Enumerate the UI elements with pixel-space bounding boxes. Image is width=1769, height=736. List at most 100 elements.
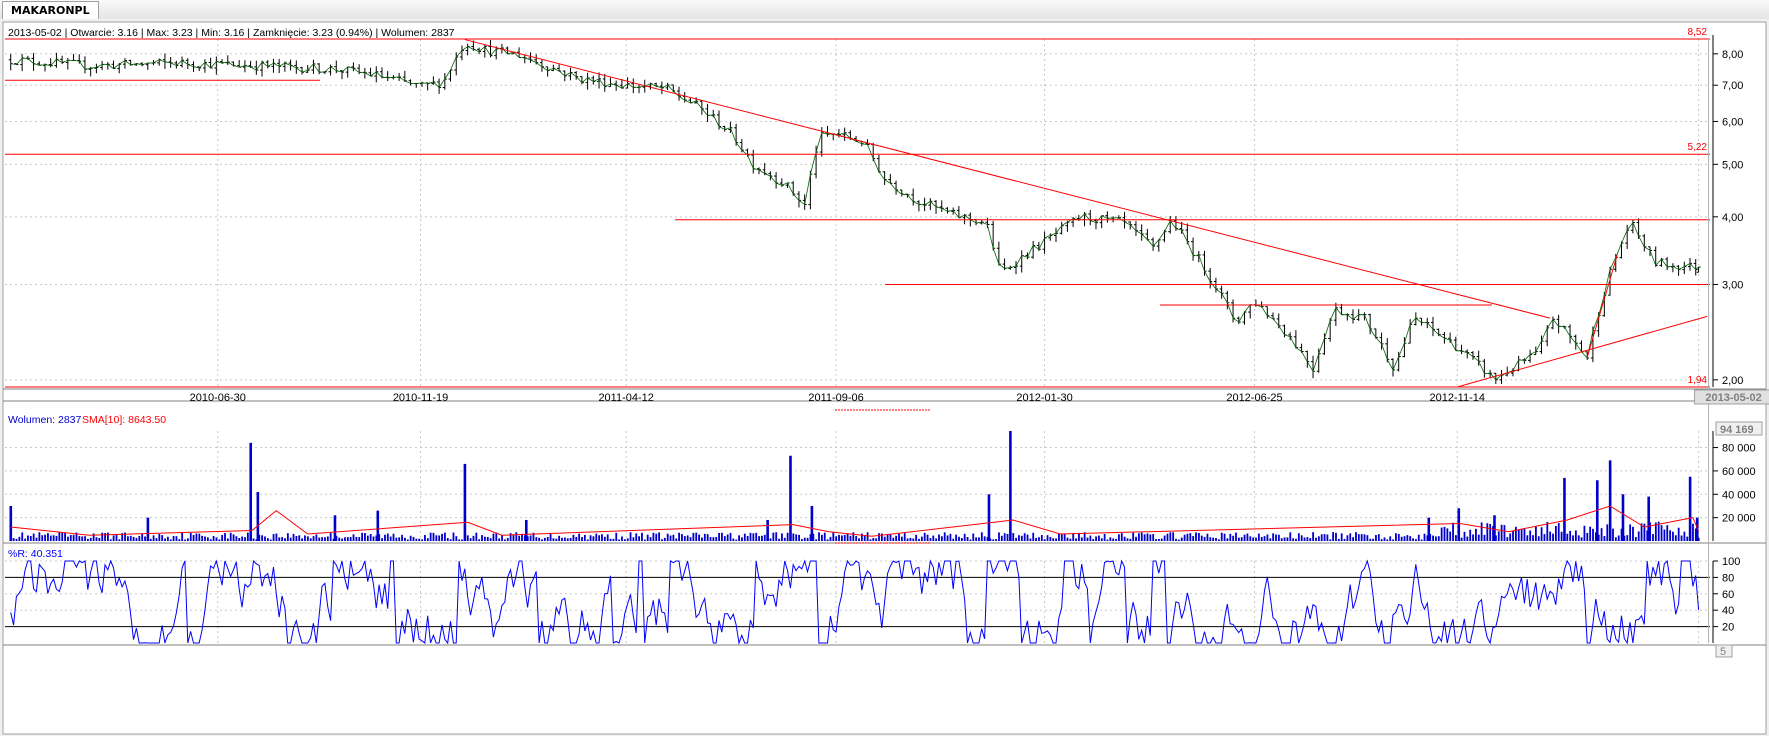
volume-bar[interactable] — [1486, 523, 1489, 541]
volume-bar[interactable] — [424, 535, 426, 541]
volume-bar[interactable] — [1449, 531, 1452, 541]
volume-bar[interactable] — [966, 537, 969, 541]
volume-bar[interactable] — [1566, 533, 1569, 541]
volume-bar[interactable] — [969, 539, 972, 541]
volume-bar[interactable] — [1029, 538, 1032, 541]
volume-bar[interactable] — [298, 535, 301, 541]
volume-bar[interactable] — [1146, 533, 1149, 541]
volume-bar[interactable] — [492, 533, 495, 541]
volume-bar[interactable] — [1166, 533, 1169, 541]
volume-bar[interactable] — [449, 539, 452, 541]
volume-bar[interactable] — [1352, 537, 1355, 541]
volume-bar[interactable] — [1215, 537, 1217, 541]
volume-bar[interactable] — [1412, 538, 1414, 541]
volume-bar[interactable] — [252, 538, 255, 541]
volume-bar[interactable] — [672, 534, 675, 541]
volume-bar[interactable] — [1366, 535, 1369, 541]
volume-bar[interactable] — [858, 538, 860, 541]
volume-bar[interactable] — [1306, 537, 1309, 541]
volume-bar[interactable] — [1577, 535, 1580, 541]
volume-bar[interactable] — [758, 536, 760, 541]
volume-bar[interactable] — [178, 539, 181, 541]
volume-bar[interactable] — [1437, 536, 1440, 541]
volume-bar[interactable] — [1257, 533, 1260, 541]
volume-bar[interactable] — [889, 533, 892, 541]
volume-bar[interactable] — [1652, 534, 1654, 541]
volume-bar[interactable] — [575, 536, 578, 541]
volume-bar[interactable] — [1432, 535, 1434, 541]
volume-bar[interactable] — [1083, 532, 1086, 541]
volume-spike[interactable] — [249, 442, 253, 541]
volume-bar[interactable] — [1235, 532, 1237, 541]
volume-bar[interactable] — [1475, 528, 1477, 541]
volume-bar[interactable] — [1523, 528, 1526, 541]
volume-bar[interactable] — [840, 535, 843, 541]
volume-bar[interactable] — [461, 539, 463, 541]
volume-bar[interactable] — [1637, 531, 1640, 541]
volume-bar[interactable] — [1052, 538, 1055, 541]
volume-bar[interactable] — [1129, 538, 1132, 541]
volume-bar[interactable] — [1175, 538, 1177, 541]
volume-bar[interactable] — [649, 537, 652, 541]
volume-bar[interactable] — [141, 533, 144, 541]
volume-spike[interactable] — [463, 463, 467, 541]
volume-bar[interactable] — [1666, 525, 1669, 541]
volume-bar[interactable] — [1629, 524, 1632, 541]
volume-bar[interactable] — [1078, 532, 1080, 541]
volume-bar[interactable] — [581, 537, 583, 541]
volume-bar[interactable] — [1240, 537, 1243, 541]
volume-bar[interactable] — [906, 538, 909, 541]
volume-bar[interactable] — [115, 534, 118, 541]
volume-bar[interactable] — [1375, 534, 1377, 541]
volume-bar[interactable] — [972, 533, 975, 541]
volume-bar[interactable] — [1309, 538, 1312, 541]
volume-bar[interactable] — [592, 536, 595, 541]
volume-bar[interactable] — [1557, 523, 1560, 541]
volume-bar[interactable] — [75, 532, 78, 541]
volume-bar[interactable] — [1654, 522, 1657, 541]
volume-bar[interactable] — [158, 533, 161, 541]
volume-bar[interactable] — [915, 534, 918, 541]
volume-bar[interactable] — [669, 535, 672, 541]
volume-bar[interactable] — [1275, 534, 1277, 541]
volume-bar[interactable] — [601, 534, 603, 541]
volume-bar[interactable] — [466, 535, 469, 541]
volume-bar[interactable] — [681, 534, 683, 541]
volume-bar[interactable] — [295, 535, 298, 541]
volume-bar[interactable] — [481, 535, 483, 541]
volume-bar[interactable] — [1232, 535, 1235, 541]
volume-bar[interactable] — [772, 532, 775, 541]
volume-bar[interactable] — [689, 537, 692, 541]
volume-bar[interactable] — [1512, 530, 1514, 541]
volume-bar[interactable] — [732, 538, 735, 541]
volume-bar[interactable] — [1100, 538, 1103, 541]
volume-bar[interactable] — [1606, 524, 1609, 541]
volume-bar[interactable] — [1614, 537, 1617, 541]
volume-bar[interactable] — [1403, 536, 1406, 541]
volume-bar[interactable] — [561, 537, 563, 541]
volume-bar[interactable] — [1277, 534, 1280, 541]
volume-bar[interactable] — [1460, 537, 1463, 541]
volume-bar[interactable] — [152, 535, 155, 541]
volume-bar[interactable] — [1663, 529, 1666, 541]
volume-bar[interactable] — [538, 537, 541, 541]
tab-makaronpl[interactable]: MAKARONPL — [2, 1, 99, 19]
volume-bar[interactable] — [995, 539, 998, 541]
volume-bar[interactable] — [1055, 538, 1057, 541]
volume-bar[interactable] — [1217, 539, 1220, 541]
volume-bar[interactable] — [372, 536, 375, 541]
volume-bar[interactable] — [1597, 534, 1600, 541]
volume-bar[interactable] — [204, 536, 206, 541]
volume-bar[interactable] — [509, 533, 512, 541]
volume-bar[interactable] — [1335, 532, 1337, 541]
volume-bar[interactable] — [618, 539, 621, 541]
volume-bar[interactable] — [138, 536, 141, 541]
volume-bar[interactable] — [1066, 537, 1069, 541]
volume-bar[interactable] — [646, 534, 649, 541]
volume-bar[interactable] — [1195, 532, 1197, 541]
volume-bar[interactable] — [546, 536, 549, 541]
volume-bar[interactable] — [898, 533, 900, 541]
volume-bar[interactable] — [1283, 537, 1286, 541]
volume-bar[interactable] — [1672, 531, 1674, 541]
volume-bar[interactable] — [1229, 533, 1232, 541]
